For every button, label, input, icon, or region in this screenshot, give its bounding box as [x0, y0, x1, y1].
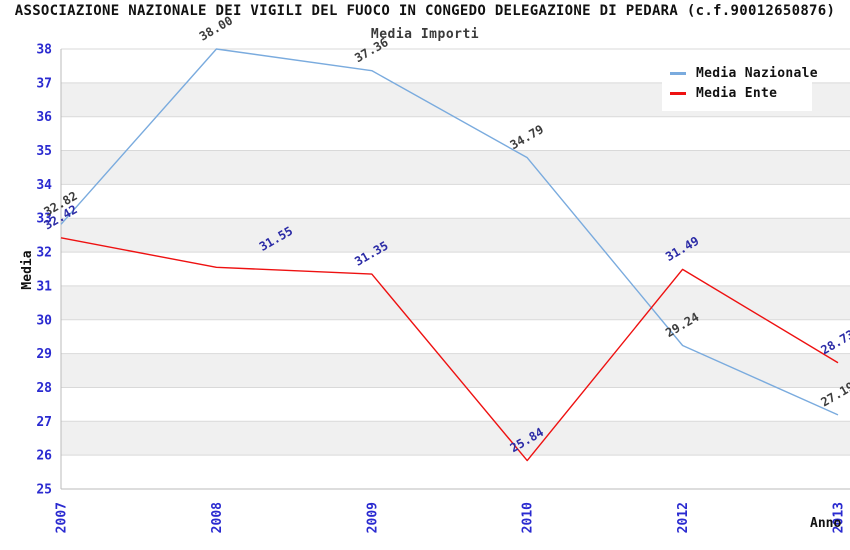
- svg-text:38.00: 38.00: [197, 13, 235, 43]
- legend-item-media-nazionale: Media Nazionale: [670, 63, 818, 83]
- svg-text:2010: 2010: [521, 502, 536, 533]
- svg-text:37.36: 37.36: [352, 35, 390, 65]
- svg-text:30: 30: [36, 313, 52, 328]
- legend-label: Media Nazionale: [696, 65, 818, 81]
- svg-text:37: 37: [36, 76, 52, 91]
- svg-text:29: 29: [36, 347, 52, 362]
- x-axis-tick-labels: 2007 2008 2009 2010 2012 2013: [55, 502, 847, 533]
- svg-text:36: 36: [36, 110, 52, 125]
- svg-text:2007: 2007: [55, 502, 70, 533]
- svg-text:2008: 2008: [210, 502, 225, 533]
- svg-text:28.73: 28.73: [819, 327, 850, 357]
- svg-text:33: 33: [36, 212, 52, 227]
- y-axis-title: Media: [20, 250, 35, 289]
- y-axis-tick-labels: 25 26 27 28 29 30 31 32 33 34 35 36 37 38: [36, 43, 52, 498]
- series-line-media-nazionale: [60, 48, 839, 416]
- legend-label: Media Ente: [696, 85, 778, 101]
- svg-text:26: 26: [36, 449, 52, 464]
- svg-text:25: 25: [36, 483, 52, 498]
- svg-text:31: 31: [36, 279, 52, 294]
- chart-title: ASSOCIAZIONE NAZIONALE DEI VIGILI DEL FU…: [14, 3, 836, 19]
- legend-item-media-ente: Media Ente: [670, 83, 802, 103]
- x-axis-title: Anno: [810, 516, 841, 531]
- axis-lines: [60, 49, 850, 490]
- svg-text:27: 27: [36, 415, 52, 430]
- svg-text:2013: 2013: [832, 502, 847, 533]
- svg-text:38: 38: [36, 43, 52, 58]
- svg-text:32: 32: [36, 246, 52, 261]
- series-line-media-ente: [60, 237, 839, 462]
- plot-bands: [61, 82, 850, 456]
- svg-text:2012: 2012: [676, 502, 691, 533]
- svg-text:2009: 2009: [365, 502, 380, 533]
- svg-text:34.79: 34.79: [508, 122, 546, 152]
- legend-swatch-blue-line-icon: [670, 71, 686, 75]
- chart-legend: Media Nazionale Media Ente: [662, 55, 818, 111]
- svg-text:35: 35: [36, 144, 52, 159]
- legend-swatch-red-line-icon: [670, 91, 686, 95]
- svg-text:34: 34: [36, 178, 52, 193]
- svg-text:28: 28: [36, 381, 52, 396]
- axis-titles: Media Anno: [20, 250, 841, 531]
- chart-subtitle: Media Importi: [370, 27, 480, 42]
